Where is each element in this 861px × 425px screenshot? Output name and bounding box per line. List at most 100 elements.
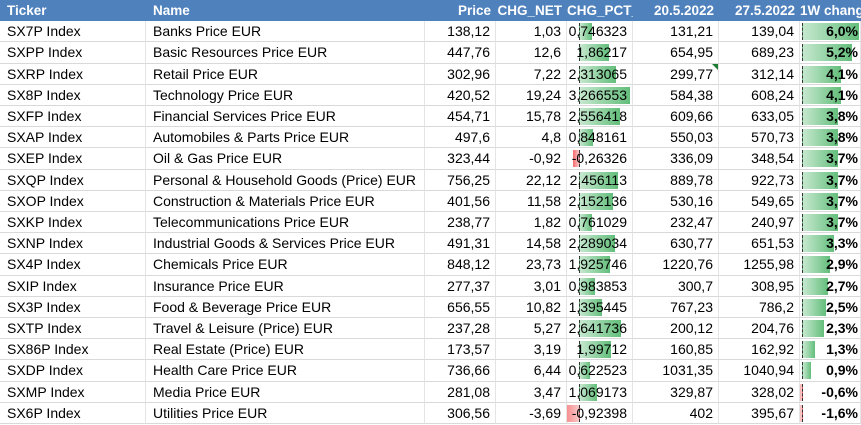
price-cell[interactable]: 302,96 — [425, 63, 496, 85]
price-cell[interactable]: 454,71 — [425, 106, 496, 128]
ticker-cell[interactable]: SXNP Index — [0, 233, 146, 255]
date-2-cell[interactable]: 608,24 — [719, 84, 800, 106]
header-price[interactable]: Price — [457, 3, 491, 18]
ticker-cell[interactable]: SXEP Index — [0, 148, 146, 170]
1w-change-cell[interactable]: 3,3% — [800, 233, 861, 255]
date-1-cell[interactable]: 336,09 — [633, 148, 719, 170]
date-1-cell[interactable]: 1031,35 — [633, 360, 719, 382]
price-cell[interactable]: 848,12 — [425, 254, 496, 276]
date-2-cell[interactable]: 689,23 — [719, 42, 800, 64]
price-cell[interactable]: 447,76 — [425, 42, 496, 64]
date-1-cell[interactable]: 530,16 — [633, 190, 719, 212]
chg-pct-cell[interactable]: 2,641736 — [567, 318, 633, 340]
date-1-cell[interactable]: 630,77 — [633, 233, 719, 255]
date-1-cell[interactable]: 654,95 — [633, 42, 719, 64]
price-cell[interactable]: 756,25 — [425, 169, 496, 191]
name-cell[interactable]: Utilities Price EUR — [146, 402, 425, 424]
chg-pct-cell[interactable]: 0,983853 — [567, 275, 633, 297]
date-2-cell[interactable]: 162,92 — [719, 339, 800, 361]
name-cell[interactable]: Industrial Goods & Services Price EUR — [146, 233, 425, 255]
chg-net-cell[interactable]: 11,58 — [496, 190, 567, 212]
price-cell[interactable]: 138,12 — [425, 21, 496, 43]
ticker-cell[interactable]: SXMP Index — [0, 381, 146, 403]
1w-change-cell[interactable]: 3,8% — [800, 127, 861, 149]
chg-pct-cell[interactable]: 2,313065 — [567, 63, 633, 85]
date-2-cell[interactable]: 1255,98 — [719, 254, 800, 276]
1w-change-cell[interactable]: 3,7% — [800, 148, 861, 170]
name-cell[interactable]: Media Price EUR — [146, 381, 425, 403]
header-ticker[interactable]: Ticker — [7, 3, 47, 18]
date-2-cell[interactable]: 922,73 — [719, 169, 800, 191]
1w-change-cell[interactable]: 0,9% — [800, 360, 861, 382]
date-1-cell[interactable]: 609,66 — [633, 106, 719, 128]
chg-net-cell[interactable]: -3,69 — [496, 402, 567, 424]
chg-pct-cell[interactable]: 0,761029 — [567, 212, 633, 234]
date-1-cell[interactable]: 300,7 — [633, 275, 719, 297]
header-date-2[interactable]: 27.5.2022 — [734, 3, 795, 18]
name-cell[interactable]: Automobiles & Parts Price EUR — [146, 127, 425, 149]
1w-change-cell[interactable]: 4,1% — [800, 63, 861, 85]
chg-pct-cell[interactable]: 1,069173 — [567, 381, 633, 403]
price-cell[interactable]: 420,52 — [425, 84, 496, 106]
name-cell[interactable]: Oil & Gas Price EUR — [146, 148, 425, 170]
ticker-cell[interactable]: SXKP Index — [0, 212, 146, 234]
date-1-cell[interactable]: 402 — [633, 402, 719, 424]
date-2-cell[interactable]: 240,97 — [719, 212, 800, 234]
chg-net-cell[interactable]: 3,47 — [496, 381, 567, 403]
chg-pct-cell[interactable]: 2,152136 — [567, 190, 633, 212]
chg-pct-cell[interactable]: 2,456113 — [567, 169, 633, 191]
price-cell[interactable]: 491,31 — [425, 233, 496, 255]
price-cell[interactable]: 281,08 — [425, 381, 496, 403]
date-2-cell[interactable]: 395,67 — [719, 402, 800, 424]
chg-pct-cell[interactable]: 0,622523 — [567, 360, 633, 382]
name-cell[interactable]: Insurance Price EUR — [146, 275, 425, 297]
chg-net-cell[interactable]: 14,58 — [496, 233, 567, 255]
ticker-cell[interactable]: SXDP Index — [0, 360, 146, 382]
name-cell[interactable]: Travel & Leisure (Price) EUR — [146, 318, 425, 340]
price-cell[interactable]: 173,57 — [425, 339, 496, 361]
date-1-cell[interactable]: 299,77 — [633, 63, 719, 85]
1w-change-cell[interactable]: 4,1% — [800, 84, 861, 106]
date-2-cell[interactable]: 348,54 — [719, 148, 800, 170]
date-2-cell[interactable]: 633,05 — [719, 106, 800, 128]
ticker-cell[interactable]: SXIP Index — [0, 275, 146, 297]
price-cell[interactable]: 237,28 — [425, 318, 496, 340]
date-1-cell[interactable]: 550,03 — [633, 127, 719, 149]
1w-change-cell[interactable]: 3,7% — [800, 190, 861, 212]
name-cell[interactable]: Construction & Materials Price EUR — [146, 190, 425, 212]
price-cell[interactable]: 306,56 — [425, 402, 496, 424]
chg-pct-cell[interactable]: 1,925746 — [567, 254, 633, 276]
date-1-cell[interactable]: 160,85 — [633, 339, 719, 361]
chg-net-cell[interactable]: 1,82 — [496, 212, 567, 234]
1w-change-cell[interactable]: 2,9% — [800, 254, 861, 276]
date-1-cell[interactable]: 232,47 — [633, 212, 719, 234]
ticker-cell[interactable]: SX4P Index — [0, 254, 146, 276]
chg-pct-cell[interactable]: -0,92398 — [567, 402, 633, 424]
name-cell[interactable]: Retail Price EUR — [146, 63, 425, 85]
chg-net-cell[interactable]: 4,8 — [496, 127, 567, 149]
ticker-cell[interactable]: SX6P Index — [0, 402, 146, 424]
date-2-cell[interactable]: 651,53 — [719, 233, 800, 255]
1w-change-cell[interactable]: 2,3% — [800, 318, 861, 340]
ticker-cell[interactable]: SX86P Index — [0, 339, 146, 361]
name-cell[interactable]: Basic Resources Price EUR — [146, 42, 425, 64]
name-cell[interactable]: Banks Price EUR — [146, 21, 425, 43]
ticker-cell[interactable]: SXQP Index — [0, 169, 146, 191]
date-2-cell[interactable]: 139,04 — [719, 21, 800, 43]
chg-net-cell[interactable]: 19,24 — [496, 84, 567, 106]
date-2-cell[interactable]: 786,2 — [719, 296, 800, 318]
header-name[interactable]: Name — [153, 3, 190, 18]
price-cell[interactable]: 401,56 — [425, 190, 496, 212]
price-cell[interactable]: 277,37 — [425, 275, 496, 297]
1w-change-cell[interactable]: 1,3% — [800, 339, 861, 361]
chg-pct-cell[interactable]: 2,556418 — [567, 106, 633, 128]
chg-net-cell[interactable]: 23,73 — [496, 254, 567, 276]
date-2-cell[interactable]: 308,95 — [719, 275, 800, 297]
chg-pct-cell[interactable]: 2,289034 — [567, 233, 633, 255]
price-cell[interactable]: 497,6 — [425, 127, 496, 149]
date-1-cell[interactable]: 584,38 — [633, 84, 719, 106]
header-chg-pct[interactable]: CHG_PCT_ — [567, 3, 633, 18]
ticker-cell[interactable]: SXFP Index — [0, 106, 146, 128]
price-cell[interactable]: 656,55 — [425, 296, 496, 318]
name-cell[interactable]: Financial Services Price EUR — [146, 106, 425, 128]
